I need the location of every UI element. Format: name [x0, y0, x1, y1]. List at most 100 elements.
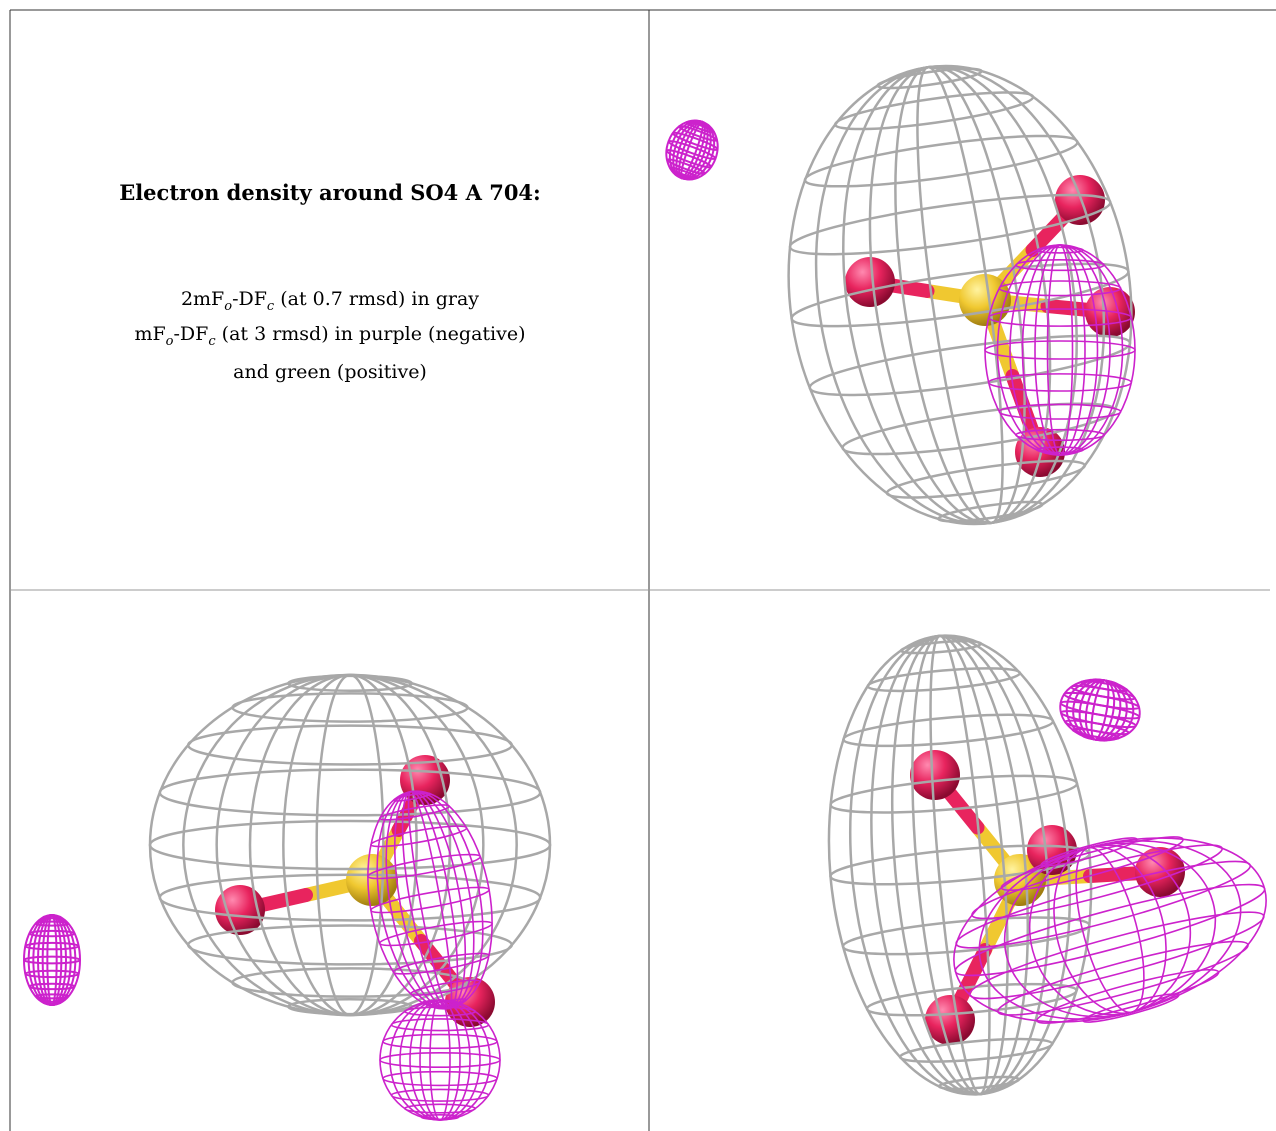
mesh-parallel — [678, 125, 719, 142]
mesh — [827, 634, 1093, 1096]
mesh-parallel — [403, 1006, 477, 1017]
frame — [9, 9, 1276, 1131]
mesh-parallel — [24, 941, 80, 951]
mesh-meridian — [399, 999, 481, 1121]
mesh-parallel — [987, 373, 1133, 392]
mesh-parallel — [1036, 446, 1084, 454]
mesh-parallel — [1015, 258, 1105, 272]
mesh-parallel — [28, 929, 76, 938]
mesh-parallel — [23, 955, 81, 965]
subscript: c — [267, 299, 275, 314]
mesh-parallel — [1036, 968, 1220, 1024]
mesh-parallel — [841, 402, 1117, 456]
mesh-parallel — [808, 334, 1132, 397]
mesh-parallel — [158, 873, 542, 922]
mesh-parallel — [379, 1052, 501, 1069]
text-run: (at 0.7 rmsd) in gray — [274, 288, 479, 310]
mesh — [665, 119, 719, 181]
mesh-parallel — [286, 674, 414, 692]
mesh-parallel — [668, 166, 699, 180]
mesh-parallel — [231, 967, 469, 998]
text-run: and green (positive) — [233, 361, 427, 383]
mesh-parallel — [803, 134, 1079, 188]
mesh-parallel — [829, 844, 1091, 886]
mesh-parallel — [829, 774, 1079, 814]
text-run: -DF — [232, 288, 267, 310]
mesh — [148, 673, 552, 1017]
mesh-parallel — [409, 979, 481, 996]
mesh-parallel — [665, 158, 706, 175]
oxygen-atom — [1055, 175, 1105, 225]
mesh — [379, 999, 501, 1121]
mesh-parallel — [158, 768, 542, 817]
mesh-parallel — [865, 982, 1078, 1017]
mesh-meridian — [41, 914, 63, 1006]
mesh-parallel — [866, 667, 1022, 693]
text-run: -DF — [174, 323, 209, 345]
legend-line: and green (positive) — [233, 361, 427, 383]
oxygen-atom — [215, 885, 265, 935]
mesh-parallel — [685, 120, 716, 134]
mesh-parallel — [667, 139, 717, 161]
mesh — [787, 64, 1133, 526]
mesh-parallel — [1015, 428, 1105, 442]
mesh-parallel — [42, 1000, 62, 1005]
mesh-parallel — [392, 952, 490, 975]
mesh-parallel — [876, 67, 983, 90]
mesh-meridian — [419, 999, 461, 1121]
subscript: c — [208, 334, 216, 349]
mesh-parallel — [665, 149, 713, 169]
mesh-parallel — [842, 713, 1055, 748]
mesh-parallel — [34, 920, 70, 927]
mesh-meridian — [409, 999, 471, 1121]
mesh-parallel — [392, 792, 431, 802]
mesh-parallel — [987, 308, 1133, 327]
mesh-parallel — [1040, 837, 1138, 867]
mesh-parallel — [42, 915, 62, 920]
mesh-parallel — [379, 804, 451, 821]
mesh-meridian — [389, 999, 491, 1121]
mesh-parallel — [420, 999, 460, 1006]
mesh-parallel — [186, 724, 514, 766]
mesh-parallel — [937, 1075, 1021, 1091]
mesh-parallel — [971, 844, 1223, 920]
mesh-parallel — [34, 993, 70, 1000]
mesh-parallel — [673, 173, 691, 181]
mesh-parallel — [841, 916, 1091, 956]
mesh-parallel — [24, 969, 80, 979]
mesh-parallel — [788, 193, 1112, 256]
mesh-parallel — [28, 982, 76, 991]
mesh-parallel — [968, 911, 1265, 1000]
mesh-parallel — [370, 886, 490, 914]
legend-line: mFo-DFc (at 3 rmsd) in purple (negative) — [134, 323, 525, 349]
text-run: 2mF — [181, 288, 224, 310]
subscript: o — [166, 334, 174, 349]
mesh-meridian — [27, 914, 77, 1006]
mesh-meridian — [46, 914, 58, 1006]
mesh — [953, 836, 1267, 1024]
mesh-parallel — [403, 1103, 477, 1114]
text-run: mF — [134, 323, 165, 345]
mesh-parallel — [370, 825, 468, 848]
oxygen-atom — [1027, 825, 1077, 875]
mesh — [23, 914, 81, 1006]
mesh-parallel — [390, 1088, 490, 1102]
mesh-parallel — [1036, 246, 1084, 254]
mesh-meridian — [1021, 244, 1099, 456]
mesh-meridian — [1009, 244, 1111, 456]
mesh-parallel — [693, 119, 711, 127]
mesh-parallel — [833, 91, 1035, 131]
oxygen-atom — [925, 995, 975, 1045]
mesh-parallel — [937, 500, 1044, 523]
subscript: o — [224, 299, 232, 314]
mesh-parallel — [1081, 734, 1109, 742]
oxygen-atom — [910, 750, 960, 800]
mesh-parallel — [885, 459, 1087, 499]
mesh — [367, 790, 493, 1010]
mesh-meridian — [401, 790, 459, 1010]
mesh-parallel — [899, 639, 983, 655]
mesh-parallel — [671, 131, 719, 151]
mesh-parallel — [984, 340, 1136, 360]
